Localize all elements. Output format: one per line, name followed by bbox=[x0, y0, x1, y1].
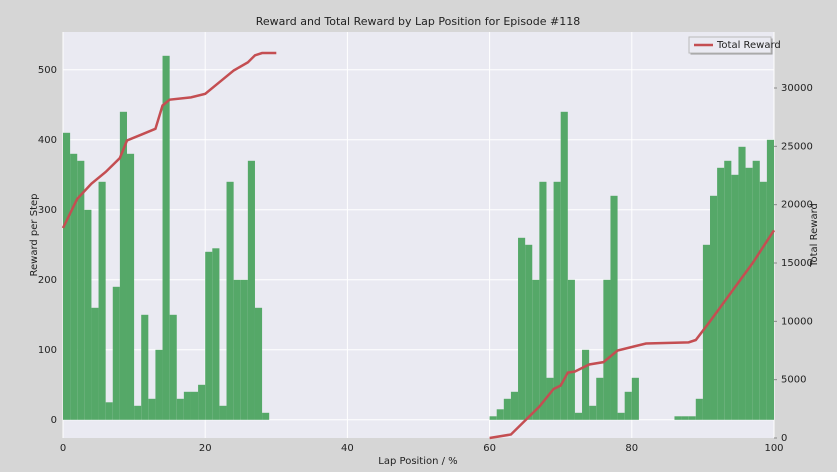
y-tick-label: 200 bbox=[38, 275, 57, 286]
bar bbox=[518, 237, 526, 420]
bar bbox=[717, 167, 725, 420]
line bbox=[61, 51, 776, 440]
legend-box bbox=[688, 36, 772, 54]
x-tick-label: 100 bbox=[764, 443, 783, 454]
bar bbox=[105, 402, 113, 420]
bar bbox=[532, 279, 540, 420]
bar bbox=[582, 349, 590, 420]
y-tick-label: 400 bbox=[38, 135, 57, 146]
bar bbox=[98, 181, 106, 420]
y2-tick-label: 15000 bbox=[781, 258, 813, 269]
y2-tick-label: 30000 bbox=[781, 83, 813, 94]
bar bbox=[610, 195, 618, 420]
bar bbox=[710, 195, 718, 420]
bar bbox=[603, 279, 611, 420]
y2-tick-label: 10000 bbox=[781, 316, 813, 327]
bar bbox=[596, 377, 604, 420]
bar bbox=[134, 405, 142, 420]
bar bbox=[63, 132, 71, 420]
x-tick-label: 0 bbox=[60, 443, 66, 454]
bar bbox=[226, 181, 234, 420]
bar bbox=[574, 412, 583, 420]
bar bbox=[77, 160, 85, 420]
bar bbox=[731, 174, 739, 420]
bar bbox=[247, 160, 255, 420]
bar bbox=[169, 314, 177, 420]
bar bbox=[198, 384, 206, 420]
bar bbox=[766, 139, 774, 420]
y2-tick-label: 25000 bbox=[781, 141, 813, 152]
bar bbox=[262, 412, 270, 420]
bar bbox=[112, 286, 120, 420]
bar bbox=[589, 405, 597, 420]
bar bbox=[567, 279, 575, 420]
y-tick-label: 100 bbox=[38, 345, 57, 356]
x-tick-label: 80 bbox=[625, 443, 638, 454]
bar bbox=[141, 314, 149, 420]
bar bbox=[503, 398, 511, 420]
y2-tick-label: 20000 bbox=[781, 200, 813, 211]
bar bbox=[695, 398, 703, 420]
bar bbox=[617, 412, 625, 420]
bar bbox=[489, 416, 497, 420]
bar bbox=[546, 377, 554, 420]
y-tick-label: 300 bbox=[38, 205, 57, 216]
bar bbox=[162, 55, 170, 420]
bar bbox=[759, 181, 767, 420]
bar bbox=[233, 279, 241, 420]
bar bbox=[190, 391, 199, 420]
y2-tick-label: 0 bbox=[781, 433, 787, 444]
legend-label: Total Reward bbox=[716, 40, 781, 51]
bar bbox=[496, 409, 504, 420]
bar bbox=[631, 377, 639, 420]
bar bbox=[702, 244, 711, 420]
bar bbox=[119, 111, 127, 420]
bar bbox=[70, 153, 78, 420]
x-axis-label: Lap Position / % bbox=[378, 456, 457, 467]
chart-title: Reward and Total Reward by Lap Position … bbox=[256, 15, 581, 28]
bar bbox=[155, 349, 163, 420]
bar bbox=[176, 398, 184, 420]
bar bbox=[254, 307, 263, 420]
bar bbox=[681, 416, 689, 420]
x-tick-label: 20 bbox=[199, 443, 212, 454]
bar bbox=[724, 160, 732, 420]
bar bbox=[688, 416, 696, 420]
bar bbox=[148, 398, 156, 420]
bar bbox=[560, 111, 568, 420]
y-axis-label: Reward per Step bbox=[29, 194, 40, 277]
bar bbox=[510, 391, 519, 420]
bar bbox=[525, 244, 533, 420]
bar bbox=[219, 405, 227, 420]
bar bbox=[240, 279, 248, 420]
bar bbox=[674, 416, 682, 420]
bar bbox=[212, 248, 220, 420]
bar bbox=[624, 391, 632, 420]
bar bbox=[84, 209, 92, 420]
bar bbox=[183, 391, 191, 420]
bar bbox=[91, 307, 99, 420]
x-tick-label: 40 bbox=[341, 443, 354, 454]
bar bbox=[205, 251, 213, 420]
y-tick-label: 0 bbox=[51, 415, 57, 426]
bar bbox=[539, 181, 547, 420]
bar bbox=[752, 160, 760, 420]
bar bbox=[126, 153, 135, 420]
x-tick-label: 60 bbox=[483, 443, 496, 454]
y2-tick-label: 5000 bbox=[781, 375, 806, 386]
y-tick-label: 500 bbox=[38, 65, 57, 76]
bar bbox=[553, 181, 561, 420]
plot-area bbox=[63, 32, 774, 438]
bar bbox=[745, 167, 753, 420]
bar bbox=[738, 146, 746, 420]
y2-axis-label: Total Reward bbox=[809, 203, 820, 268]
